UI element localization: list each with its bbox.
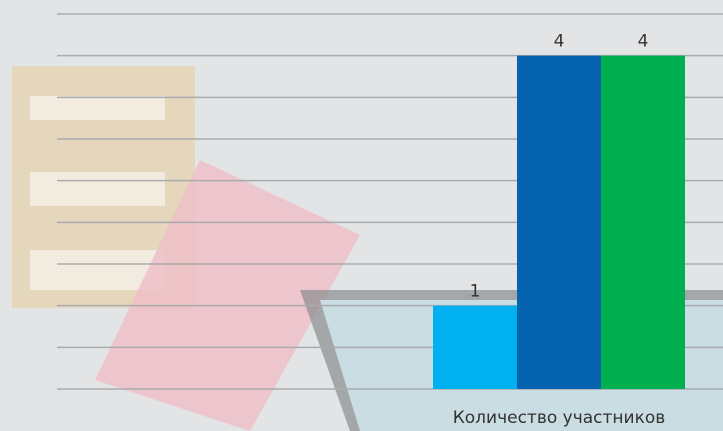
bar [601, 56, 685, 389]
bar [433, 306, 517, 389]
decor-line [30, 172, 165, 206]
data-label: 1 [470, 282, 481, 302]
page: {"chart_data": {"type": "bar", "categori… [0, 0, 723, 431]
chart: 1 4 4 Количество участников [0, 0, 723, 431]
data-label: 4 [638, 32, 649, 52]
bar [517, 56, 601, 389]
data-label: 4 [554, 32, 565, 52]
decor-line [30, 96, 165, 120]
x-tick-label: Количество участников [453, 408, 666, 428]
